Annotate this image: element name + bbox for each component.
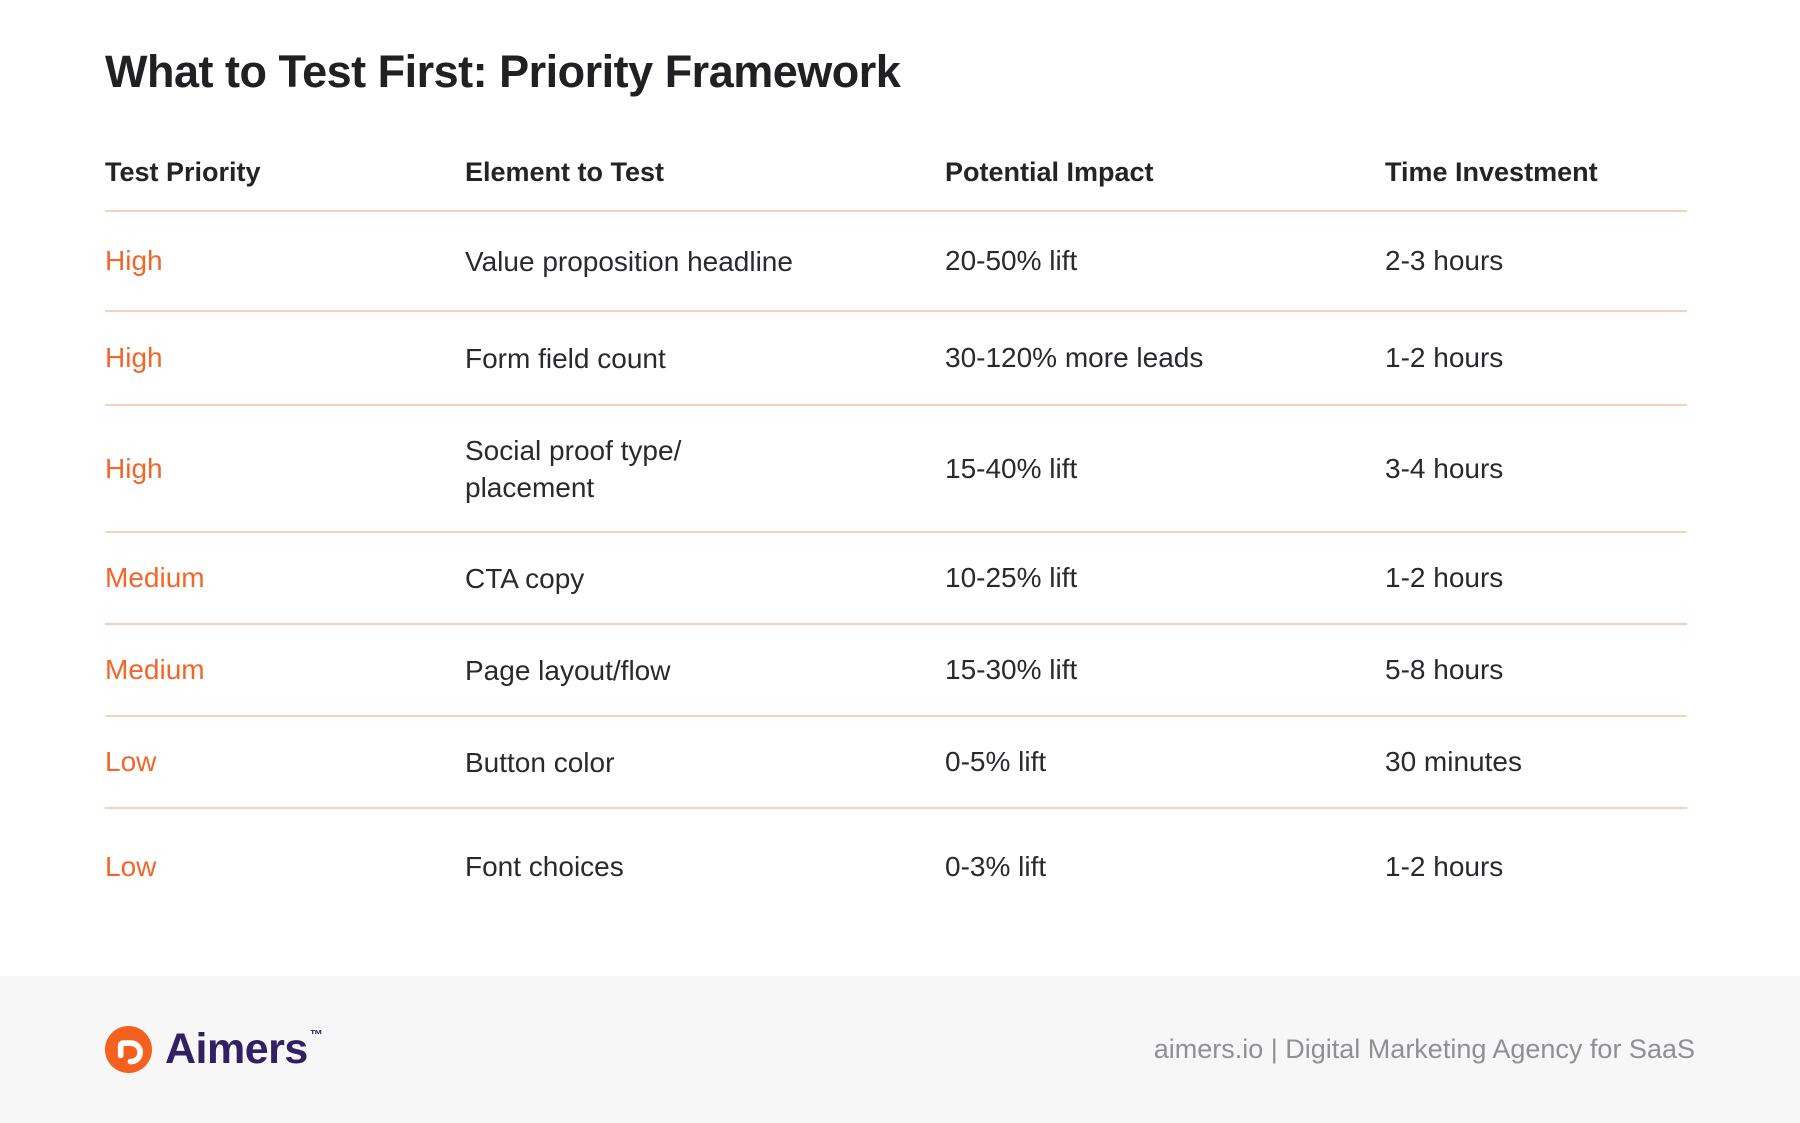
column-header-time-investment: Time Investment	[1385, 157, 1598, 187]
table-row: High Social proof type/ placement 15-40%…	[105, 406, 1687, 533]
time-cell: 3-4 hours	[1385, 452, 1504, 484]
priority-cell: High	[105, 452, 163, 484]
time-cell: 5-8 hours	[1385, 654, 1504, 685]
main-content: What to Test First: Priority Framework T…	[0, 46, 1800, 924]
impact-cell: 0-5% lift	[945, 746, 1047, 777]
table-row: Medium CTA copy 10-25% lift 1-2 hours	[105, 533, 1687, 625]
time-cell: 30 minutes	[1385, 746, 1522, 777]
impact-cell: 0-3% lift	[945, 850, 1047, 882]
column-header-test-priority: Test Priority	[105, 157, 261, 187]
table-header-row: Test Priority Element to Test Potential …	[105, 135, 1687, 212]
time-cell: 1-2 hours	[1385, 342, 1504, 373]
time-cell: 2-3 hours	[1385, 245, 1504, 276]
aimers-arrow-logo-icon	[105, 1026, 152, 1073]
priority-cell: Medium	[105, 562, 205, 593]
table-row: High Value proposition headline 20-50% l…	[105, 212, 1687, 312]
priority-cell: Medium	[105, 654, 205, 685]
impact-cell: 15-30% lift	[945, 654, 1078, 685]
footer: Aimers ™ aimers.io | Digital Marketing Ag…	[0, 976, 1800, 1123]
column-header-element-to-test: Element to Test	[465, 157, 665, 187]
table-row: Low Font choices 0-3% lift 1-2 hours	[105, 809, 1687, 924]
priority-cell: High	[105, 342, 163, 373]
page-title: What to Test First: Priority Framework	[105, 46, 901, 97]
element-cell: Font choices	[465, 851, 624, 882]
time-cell: 1-2 hours	[1385, 562, 1504, 593]
table-row: Medium Page layout/flow 15-30% lift 5-8 …	[105, 625, 1687, 717]
priority-cell: High	[105, 245, 163, 276]
footer-tagline: aimers.io | Digital Marketing Agency for…	[1153, 1034, 1695, 1064]
column-header-potential-impact: Potential Impact	[945, 157, 1154, 187]
priority-cell: Low	[105, 746, 157, 777]
table-row: Low Button color 0-5% lift 30 minutes	[105, 717, 1687, 809]
element-cell: Button color	[465, 746, 615, 778]
brand-wordmark: Aimers ™	[165, 1025, 323, 1073]
table-row: High Form field count 30-120% more leads…	[105, 312, 1687, 406]
table-body: High Value proposition headline 20-50% l…	[105, 212, 1687, 924]
time-cell: 1-2 hours	[1385, 850, 1504, 882]
impact-cell: 10-25% lift	[945, 562, 1078, 593]
impact-cell: 15-40% lift	[945, 452, 1078, 484]
impact-cell: 20-50% lift	[945, 245, 1078, 276]
element-cell: CTA copy	[465, 562, 585, 594]
priority-cell: Low	[105, 850, 157, 882]
impact-cell: 30-120% more leads	[945, 342, 1204, 373]
brand-name-text: Aimers	[165, 1025, 308, 1073]
element-cell: Social proof type/ placement	[465, 434, 682, 503]
element-cell: Page layout/flow	[465, 654, 671, 686]
priority-framework-table: Test Priority Element to Test Potential …	[105, 135, 1687, 924]
element-cell: Value proposition headline	[465, 245, 793, 277]
trademark-symbol: ™	[309, 1027, 323, 1042]
brand-lockup: Aimers ™	[105, 1025, 323, 1073]
element-cell: Form field count	[465, 342, 666, 374]
